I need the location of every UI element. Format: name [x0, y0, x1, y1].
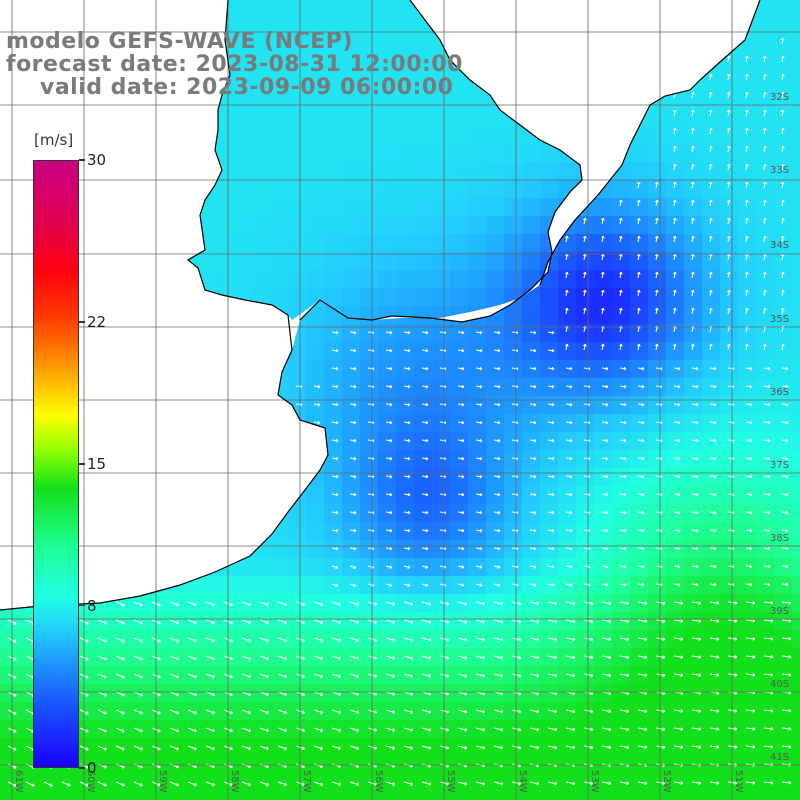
lat-label: 40S: [770, 679, 789, 690]
model-title: modelo GEFS-WAVE (NCEP): [6, 29, 353, 54]
lon-label: 51W: [733, 770, 744, 793]
colorbar: [33, 160, 79, 768]
wind-vectors: [7, 37, 792, 787]
land-area: [0, 0, 760, 610]
colorbar-tick-mark: [79, 321, 85, 323]
lon-label: 52W: [661, 770, 672, 793]
lon-label: 61W: [13, 770, 24, 793]
lat-label: 32S: [770, 92, 789, 103]
colorbar-tick-mark: [79, 463, 85, 465]
forecast-date: forecast date: 2023-08-31 12:00:00: [6, 52, 463, 77]
lat-label: 39S: [770, 606, 789, 617]
colorbar-tick-mark: [79, 767, 85, 769]
lon-label: 60W: [85, 770, 96, 793]
lon-label: 59W: [157, 770, 168, 793]
colorbar-tick-label: 22: [87, 313, 107, 332]
lat-label: 38S: [770, 533, 789, 544]
colorbar-tick-label: 15: [87, 455, 107, 473]
lon-label: 58W: [229, 770, 240, 793]
lon-label: 54W: [517, 770, 528, 793]
lon-label: 53W: [589, 770, 600, 793]
lat-label: 37S: [770, 460, 789, 471]
colorbar-tick-mark: [79, 159, 85, 161]
lat-label: 36S: [770, 387, 789, 398]
valid-date: valid date: 2023-09-09 06:00:00: [40, 75, 454, 100]
colorbar-tick-label: 30: [87, 151, 107, 169]
lon-label: 57W: [301, 770, 312, 793]
lon-label: 55W: [445, 770, 456, 793]
lat-label: 41S: [770, 752, 789, 763]
longitude-labels: 61W 60W 59W 58W 57W 56W 55W 54W 53W 52W 51W: [13, 770, 744, 793]
lat-label: 35S: [770, 314, 789, 325]
coastline: [0, 0, 761, 611]
latitude-labels: 32S 33S 34S 35S 36S 37S 38S 39S 40S 41S: [770, 92, 789, 763]
lon-label: 56W: [373, 770, 384, 793]
colorbar-tick-label: 8: [87, 596, 97, 615]
colorbar-unit: [m/s]: [34, 131, 74, 149]
colorbar-tick-label: 0: [87, 759, 97, 777]
colorbar-tick-mark: [79, 604, 85, 607]
lat-label: 33S: [770, 165, 789, 176]
lat-label: 34S: [770, 240, 789, 251]
